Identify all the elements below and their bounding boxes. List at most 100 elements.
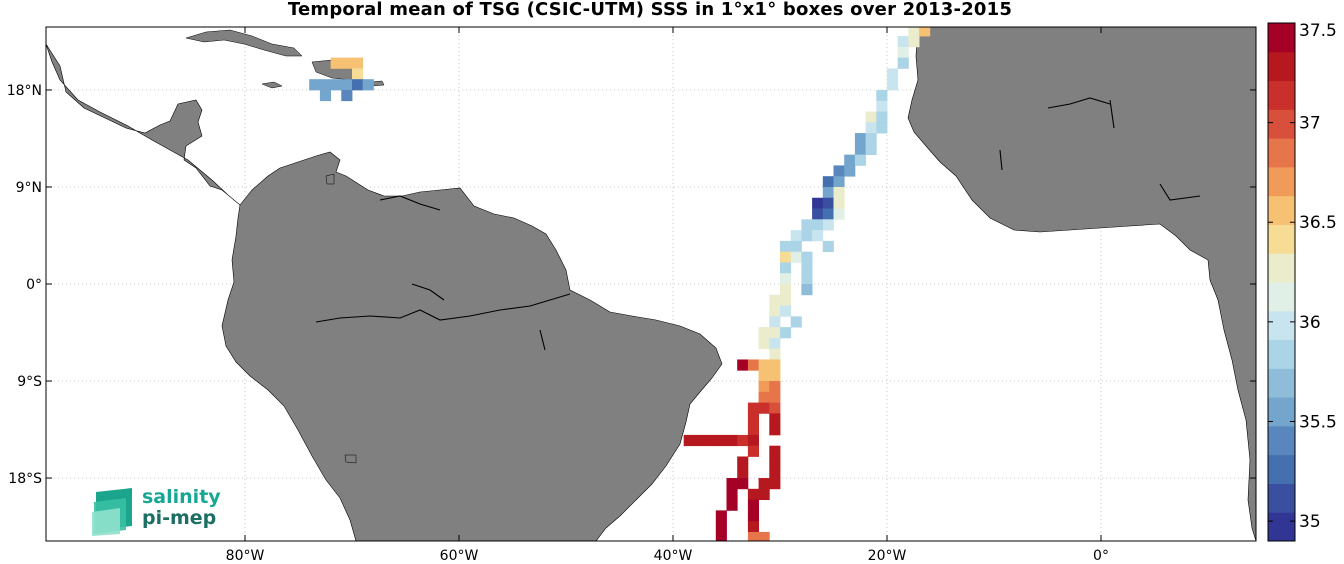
sss-cell: [352, 57, 364, 69]
sss-cell: [769, 348, 781, 360]
y-axis: 18°N 9°N 0° 9°S 18°S: [7, 83, 1256, 487]
sss-cell: [790, 230, 802, 242]
sss-cell: [780, 305, 792, 317]
sss-cell: [876, 122, 888, 134]
x-tick-label: 80°W: [226, 548, 265, 564]
sss-cell: [769, 391, 781, 403]
colorbar-segment: [1268, 253, 1295, 283]
sss-cell: [737, 456, 749, 468]
sss-cell: [769, 456, 781, 468]
sss-cell: [341, 57, 353, 69]
sss-cell: [908, 36, 920, 48]
y-tick-label: 18°N: [7, 83, 42, 99]
colorbar-segment: [1268, 138, 1295, 168]
south-america-landmass: [221, 151, 723, 541]
sss-cell: [716, 15, 727, 26]
colorbar-frame: [1267, 22, 1296, 542]
x-tick-label: 40°W: [654, 548, 693, 564]
sss-cell: [844, 154, 856, 166]
map-title: Temporal mean of TSG (CSIC-UTM) SSS in 1…: [287, 0, 1013, 20]
sss-cell: [822, 219, 834, 231]
sss-cell: [812, 219, 824, 231]
sss-cell: [801, 284, 813, 296]
colorbar-segment: [1268, 224, 1295, 254]
colorbar-segment: [1268, 454, 1295, 484]
colorbar: 35 35.5 36 36.5 37 37.5: [1267, 21, 1337, 542]
sss-cell: [715, 510, 727, 522]
sss-cell: [737, 478, 749, 490]
colorbar-segment: [1268, 23, 1295, 53]
sss-cell: [865, 122, 877, 134]
sss-cell: [758, 488, 770, 500]
sss-cell: [833, 176, 845, 188]
colorbar-segment: [1268, 109, 1295, 139]
sss-cell: [715, 531, 727, 541]
colorbar-tick-label: 36: [1299, 313, 1321, 333]
sss-cell: [780, 294, 792, 306]
logo-text-pimep: pi-mep: [142, 507, 217, 529]
sss-cell: [769, 370, 781, 382]
sss-cell: [362, 79, 374, 91]
sss-cell: [780, 240, 792, 253]
sss-cell: [758, 478, 770, 490]
sss-cell: [812, 197, 824, 209]
x-tick-label: 0°: [1093, 548, 1109, 564]
sss-cell: [769, 316, 781, 328]
sss-cell: [705, 434, 717, 447]
sss-cell: [769, 467, 781, 479]
sss-cell: [801, 273, 813, 285]
sss-cell: [747, 445, 759, 457]
sss-cell: [769, 327, 781, 339]
sss-cell: [780, 262, 792, 274]
sss-cell: [758, 391, 770, 403]
colorbar-segment: [1268, 368, 1295, 398]
sss-cell: [908, 27, 920, 37]
sss-cell: [833, 186, 845, 199]
colorbar-segment: [1268, 397, 1295, 427]
sss-cell: [812, 230, 824, 242]
rivers: [315, 97, 1201, 351]
sss-cell: [822, 176, 834, 188]
x-axis: 80°W 60°W 40°W 20°W 0°: [226, 27, 1109, 564]
colorbar-segment: [1268, 51, 1295, 82]
sss-cell: [726, 499, 738, 511]
sss-cell: [812, 208, 824, 220]
sss-cell: [897, 46, 909, 59]
sss-cell: [790, 240, 802, 253]
sss-cell: [876, 100, 888, 112]
colorbar-segment: [1268, 339, 1295, 369]
sss-cell: [319, 79, 331, 91]
land-layer: [46, 27, 1256, 541]
sss-cell: [790, 316, 802, 328]
sss-cell: [790, 251, 802, 263]
sss-cell: [780, 251, 792, 263]
central-america-landmass: [46, 43, 241, 206]
sss-cell: [747, 510, 759, 522]
sss-cell: [844, 165, 856, 177]
colorbar-tick-label: 37: [1299, 114, 1321, 134]
colorbar-segment: [1268, 80, 1295, 110]
sss-cell: [876, 111, 888, 123]
sss-cell: [747, 521, 759, 533]
sss-cell: [747, 531, 759, 541]
sss-cell: [758, 402, 770, 414]
sss-cell: [747, 424, 759, 436]
sss-cell: [309, 79, 321, 91]
sss-cell: [833, 197, 845, 209]
sss-cell: [330, 57, 342, 69]
africa-landmass: [907, 27, 1256, 541]
sss-cell: [715, 434, 727, 447]
sss-cell: [887, 79, 899, 91]
colorbar-tick-label: 35.5: [1299, 412, 1337, 432]
sss-cell: [780, 273, 792, 285]
sss-cells: [309, 15, 931, 541]
island-small-1: [325, 173, 335, 185]
colorbar-tick-label: 36.5: [1299, 213, 1337, 233]
cuba-island: [185, 29, 303, 57]
sss-cell: [758, 337, 770, 350]
sss-cell: [801, 230, 813, 242]
sss-cell: [865, 133, 877, 145]
sss-cell: [747, 402, 759, 414]
sss-cell: [352, 79, 364, 91]
